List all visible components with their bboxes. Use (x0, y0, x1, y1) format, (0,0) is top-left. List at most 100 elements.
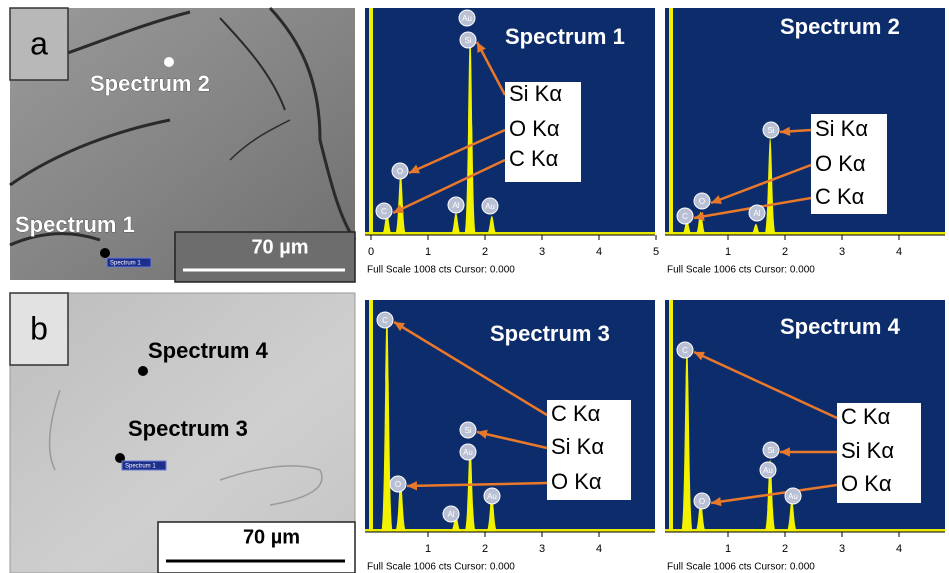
peak (464, 445, 477, 532)
line-label: O Kα (815, 151, 866, 176)
line-label: C Kα (815, 184, 865, 209)
x-tick-label: 1 (425, 543, 431, 555)
peak-label-circle (375, 202, 393, 220)
x-tick-label: 2 (482, 246, 488, 258)
panel-label-box (9, 292, 69, 366)
spectrum-baseline (665, 232, 945, 235)
arrow-head (780, 126, 791, 137)
zero-peak (369, 8, 373, 235)
line-label-box (811, 114, 887, 214)
line-label: Si Kα (551, 434, 604, 459)
arrow (710, 163, 812, 205)
line-label-box (547, 400, 631, 500)
arrow-head (477, 42, 486, 53)
peak (680, 220, 693, 235)
peak (764, 138, 777, 235)
line-label-box (505, 82, 581, 182)
spectrum-footer: Full Scale 1008 cts Cursor: 0.000 (367, 265, 515, 276)
scale-bar-text: 70 µm (243, 526, 300, 548)
peak-label-circle (481, 197, 499, 215)
marker-tag-text: Spectrum 1 (125, 464, 156, 470)
arrow-head (694, 351, 705, 361)
peak-label-circle (459, 421, 477, 439)
arrow (476, 430, 548, 450)
peak-label: Si (767, 126, 774, 135)
peak-label-circle (748, 204, 766, 222)
spectrum: Si O C Al Spectrum 2 Si Kα O Kα C Kα 1 2 3 4 Full Sc… (665, 8, 945, 276)
x-tick-label: 4 (896, 543, 902, 555)
arrow (693, 350, 838, 420)
peak-label: Al (447, 510, 454, 519)
spot-label: Spectrum 4 (148, 338, 269, 363)
line-label: O Kα (551, 469, 602, 494)
peak (749, 224, 762, 235)
x-tick-label: 3 (539, 246, 545, 258)
arrow (475, 41, 507, 96)
x-tick-label: 1 (725, 543, 731, 555)
peak-label: C (382, 316, 388, 325)
scale-bar-box (174, 231, 356, 283)
arrow-head (694, 211, 705, 221)
spot-label: Spectrum 1 (15, 212, 135, 237)
spot-label: Spectrum 2 (90, 71, 210, 96)
peak (785, 500, 798, 532)
peak-label: C (682, 346, 688, 355)
peak-label: O (395, 480, 401, 489)
spectrum: C Si Au O Al Au Spectrum 3 C Kα Si Kα O Kα 1 2 3 4 Ful… (365, 300, 655, 573)
x-tick-label: 2 (482, 543, 488, 555)
x-tick-label: 5 (653, 246, 659, 258)
peak (380, 312, 393, 532)
x-tick-label: 3 (539, 543, 545, 555)
peak (380, 213, 393, 235)
peak-label: Au (788, 492, 798, 501)
x-tick-label: 2 (782, 543, 788, 555)
zero-peak (669, 300, 673, 532)
arrow-head (393, 204, 404, 213)
arrow-head (394, 322, 405, 332)
peak-label-circle (442, 505, 460, 523)
spectrum-title: Spectrum 2 (780, 14, 900, 39)
peak-label: Au (487, 492, 497, 501)
surface-features (48, 389, 323, 506)
peak-label: Au (462, 14, 472, 23)
peak-label-circle (389, 475, 407, 493)
line-label: C Kα (551, 401, 601, 426)
peak-label-circle (447, 196, 465, 214)
x-tick-label: 3 (839, 543, 845, 555)
x-tick-label: 1 (725, 246, 731, 258)
peak (449, 213, 462, 235)
x-tick-label: 4 (596, 246, 602, 258)
marker-tag (106, 257, 152, 268)
arrow (393, 320, 548, 417)
marker-tag-text: Spectrum 1 (110, 261, 141, 267)
marker-tag (121, 460, 167, 471)
arrow-head (407, 481, 418, 491)
spectrum-footer: Full Scale 1006 cts Cursor: 0.000 (667, 265, 815, 276)
x-tick-label: 4 (896, 246, 902, 258)
peak (764, 460, 777, 532)
spectrum: Au Si O C Al Au Spectrum 1 Si Kα O Kα C Kα 0 1 2 3 4 5 F… (365, 8, 659, 276)
peak (449, 515, 462, 532)
spot-marker (100, 248, 110, 258)
spectrum-baseline (665, 529, 945, 532)
arrow-head (711, 195, 722, 204)
peak-label: Al (753, 209, 760, 218)
line-label: Si Kα (509, 81, 562, 106)
peak-label-circle (762, 441, 780, 459)
peak-label-circle (759, 461, 777, 479)
spot-label: Spectrum 3 (128, 416, 248, 441)
peak-label-circle (459, 31, 477, 49)
peak (464, 34, 477, 235)
spectrum-background (665, 8, 945, 235)
arrow (406, 481, 548, 488)
peak (694, 212, 707, 235)
x-tick-label: 4 (596, 543, 602, 555)
line-label: C Kα (841, 404, 891, 429)
peak-label-circle (693, 492, 711, 510)
arrow (710, 483, 838, 505)
arrow (408, 128, 506, 175)
peak-label: C (682, 212, 688, 221)
spot-marker (164, 57, 174, 67)
